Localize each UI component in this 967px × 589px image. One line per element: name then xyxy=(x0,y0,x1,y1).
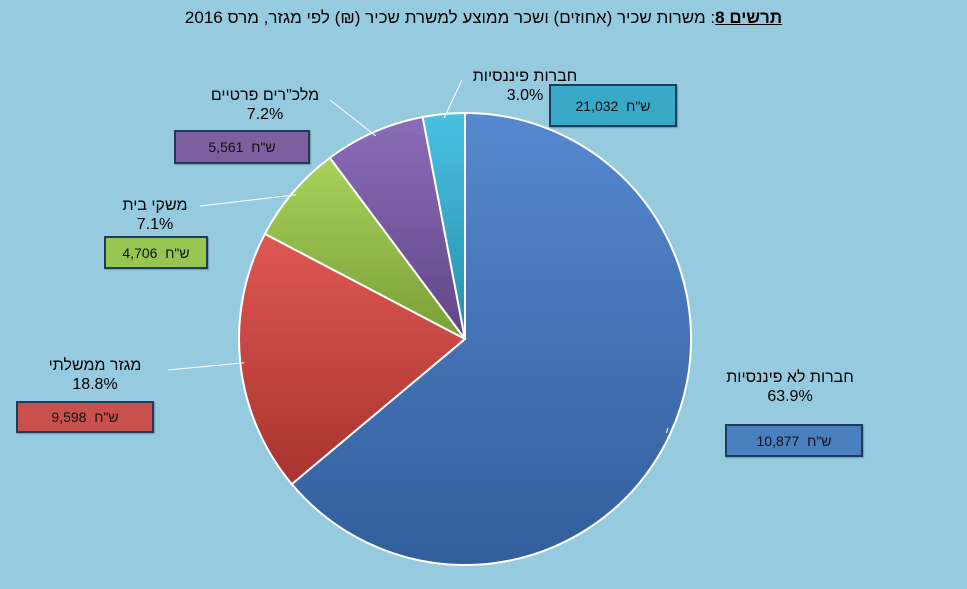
wage-box-nonfinancial: ש"ח 10,877 xyxy=(725,424,863,457)
wage-value: 10,877 xyxy=(756,432,800,449)
wage-unit: ש"ח xyxy=(165,244,190,261)
figure-number: תרשים 8 xyxy=(715,8,783,27)
wage-unit: ש"ח xyxy=(626,97,651,114)
wage-unit: ש"ח xyxy=(807,432,832,449)
slice-name: מלכ"רים פרטיים xyxy=(210,87,320,104)
slice-percent: 18.8% xyxy=(72,376,118,393)
pie-slice-households xyxy=(263,156,466,340)
slice-name: מגזר ממשלתי xyxy=(48,357,142,374)
label-households: משקי בית 7.1% xyxy=(95,196,215,234)
wage-value: 4,706 xyxy=(122,244,158,261)
leader-line-households xyxy=(199,194,297,207)
leader-line-nonprofits xyxy=(329,99,376,137)
label-nonprofits: מלכ"רים פרטיים 7.2% xyxy=(185,86,345,124)
slice-name: חברות לא פיננסיות xyxy=(726,369,854,386)
wage-value: 21,032 xyxy=(575,97,619,114)
wage-value: 9,598 xyxy=(51,409,87,425)
slice-name: משקי בית xyxy=(122,197,188,214)
title-text: : משרות שכיר (אחוזים) ושכר ממוצע למשרת ש… xyxy=(184,8,716,27)
wage-box-financial: ש"ח 21,032 xyxy=(549,84,677,127)
leader-line-nonfinancial xyxy=(665,427,669,434)
chart-title: תרשים 8: משרות שכיר (אחוזים) ושכר ממוצע … xyxy=(0,8,967,28)
slice-percent: 7.1% xyxy=(136,216,174,233)
slice-percent: 63.9% xyxy=(767,388,813,405)
wage-box-nonprofits: ש"ח 5,561 xyxy=(174,130,310,164)
label-government: מגזר ממשלתי 18.8% xyxy=(20,356,170,394)
wage-value: 5,561 xyxy=(208,139,244,155)
wage-unit: ש"ח xyxy=(251,139,276,155)
slice-name: חברות פיננסיות xyxy=(472,68,578,85)
leader-line-government xyxy=(167,362,245,371)
label-nonfinancial: חברות לא פיננסיות 63.9% xyxy=(700,368,880,406)
label-financial: חברות פיננסיות 3.0% xyxy=(445,67,605,105)
leader-line-financial xyxy=(443,79,463,119)
pie-slice-nonfinancial xyxy=(290,111,693,566)
wage-box-government: ש"ח 9,598 xyxy=(16,401,154,433)
wage-box-households: ש"ח 4,706 xyxy=(104,236,208,269)
pie-slice-financial xyxy=(421,111,466,340)
pie-slice-nonprofits xyxy=(328,115,466,340)
slice-percent: 3.0% xyxy=(506,87,544,104)
wage-unit: ש"ח xyxy=(94,409,119,425)
slice-percent: 7.2% xyxy=(246,106,284,123)
